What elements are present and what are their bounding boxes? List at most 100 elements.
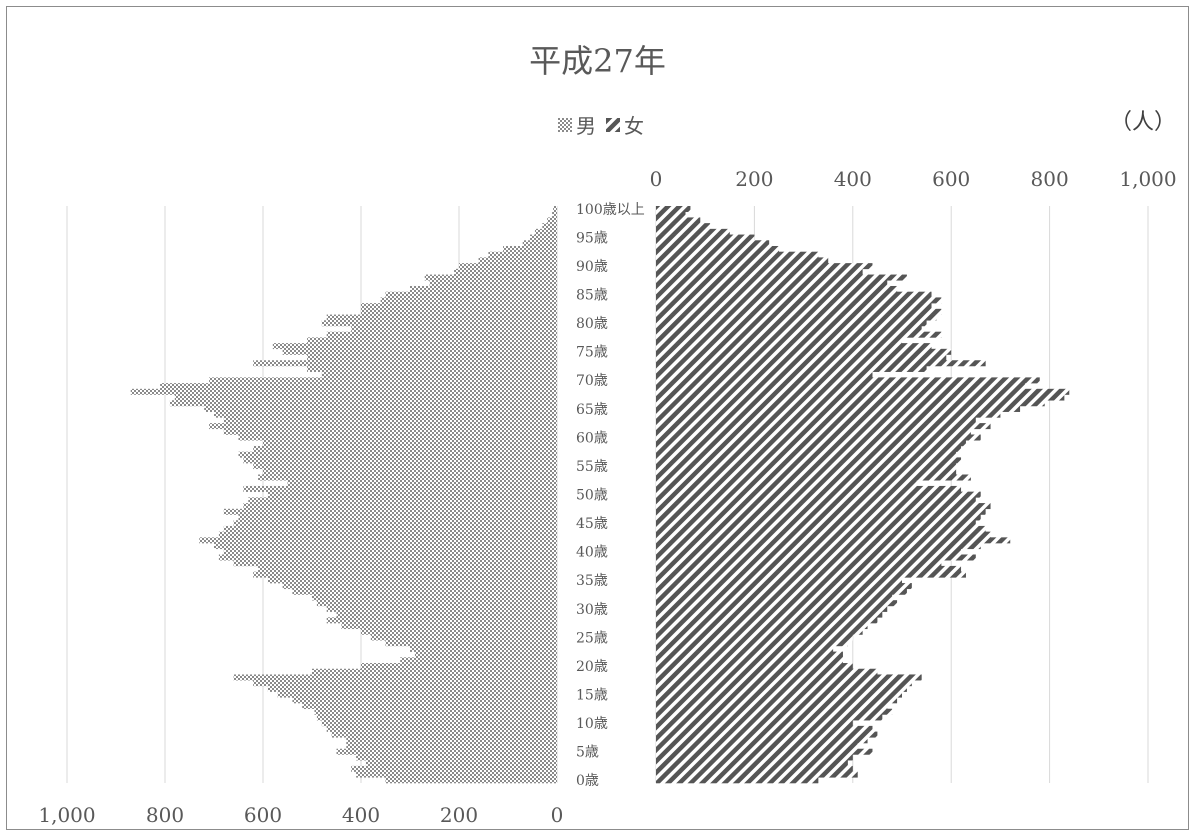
male-bar: [199, 537, 558, 544]
male-bar: [346, 737, 557, 744]
female-bar: [656, 394, 1065, 401]
female-bar: [656, 571, 966, 578]
male-bar: [243, 503, 557, 510]
female-bar: [656, 680, 912, 687]
female-bar: [656, 605, 888, 612]
male-bar: [356, 771, 557, 778]
female-bar: [656, 325, 922, 332]
male-bar: [356, 754, 557, 761]
female-bar: [656, 434, 981, 441]
female-bar: [656, 245, 779, 253]
female-bar: [656, 251, 819, 258]
legend-label-female: 女: [624, 114, 644, 138]
male-bar: [370, 634, 557, 641]
chart-frame: [6, 6, 1189, 830]
female-tick-label: 800: [1031, 167, 1069, 191]
male-bar: [307, 337, 557, 344]
female-bar: [656, 583, 912, 590]
male-bar: [223, 508, 558, 515]
male-tick-label: 600: [244, 803, 282, 827]
female-bar: [656, 628, 863, 635]
female-bar: [656, 720, 853, 727]
male-bar: [233, 520, 557, 527]
male-tick-label: 400: [342, 803, 380, 827]
male-bar: [214, 543, 557, 550]
unit-label: （人）: [1110, 110, 1177, 135]
female-bar: [656, 400, 1045, 407]
female-bar: [656, 428, 971, 435]
male-bar: [307, 365, 557, 372]
male-bar: [336, 748, 557, 755]
age-label: 10歳: [576, 716, 608, 732]
male-bar: [204, 405, 557, 412]
female-bar: [656, 423, 991, 430]
male-tick-label: 200: [440, 803, 478, 827]
female-bar: [656, 537, 1011, 544]
age-label: 25歳: [576, 630, 608, 646]
age-label: 35歳: [576, 573, 608, 589]
female-bar: [656, 703, 888, 710]
legend-swatch-female: [606, 117, 620, 132]
male-bar: [414, 651, 557, 658]
female-bar: [656, 617, 878, 624]
male-bar: [553, 206, 557, 213]
female-bar: [656, 691, 902, 698]
male-bar: [223, 417, 558, 424]
age-label: 95歳: [576, 230, 608, 246]
male-bar: [454, 268, 557, 275]
female-bar: [656, 645, 834, 652]
age-label: 45歳: [576, 516, 608, 532]
female-bar: [656, 354, 947, 361]
male-bar: [238, 434, 557, 441]
female-bar: [656, 308, 942, 315]
female-bar: [656, 360, 986, 367]
female-bar: [656, 440, 966, 447]
male-bar: [326, 314, 557, 321]
female-bar: [656, 234, 755, 241]
female-bar: [656, 343, 932, 350]
age-label: 80歳: [576, 316, 608, 332]
age-labels: 0歳 5歳 10歳 15歳 20歳 25歳 30歳 35歳 40歳 45歳 50歳 55歳 60歳 65歳…: [576, 202, 645, 789]
male-bar: [267, 577, 557, 584]
female-bar: [656, 223, 711, 230]
female-bar: [656, 594, 893, 601]
chart-title: 平成27年: [529, 42, 666, 80]
female-bar: [656, 611, 883, 618]
male-tick-label: 1,000: [38, 803, 95, 827]
female-bar: [656, 748, 873, 755]
female-bar: [656, 445, 962, 452]
male-bar: [314, 708, 557, 715]
male-bar: [336, 611, 557, 618]
female-bar: [656, 291, 932, 298]
female-bar: [656, 525, 986, 532]
male-bar: [292, 588, 557, 595]
age-label: 5歳: [576, 745, 599, 761]
female-tick-label: 200: [735, 167, 773, 191]
age-label: 75歳: [576, 345, 608, 361]
male-bar: [530, 234, 557, 241]
female-bar: [656, 554, 976, 561]
male-bar: [312, 594, 557, 601]
male-bar: [380, 297, 557, 304]
male-bar: [361, 303, 557, 310]
female-bar: [656, 274, 907, 281]
male-bar: [429, 280, 557, 287]
female-bar: [656, 337, 902, 344]
male-bar: [459, 263, 557, 270]
male-bar: [361, 663, 557, 670]
male-bar: [282, 583, 557, 590]
age-label: 60歳: [576, 430, 608, 446]
male-bar: [272, 343, 557, 350]
male-bar: [351, 325, 557, 332]
axis-ticks: 1,000 800 600 400 200 0 0 200 400 600 800 1,000: [38, 167, 1176, 827]
male-bar: [248, 497, 558, 504]
female-bar: [656, 623, 868, 630]
male-bar: [130, 388, 557, 395]
age-label: 50歳: [576, 488, 608, 504]
male-bar: [351, 765, 557, 772]
female-bar: [656, 760, 848, 767]
female-bar: [656, 737, 868, 744]
age-label: 85歳: [576, 288, 608, 304]
male-bar: [287, 480, 557, 487]
